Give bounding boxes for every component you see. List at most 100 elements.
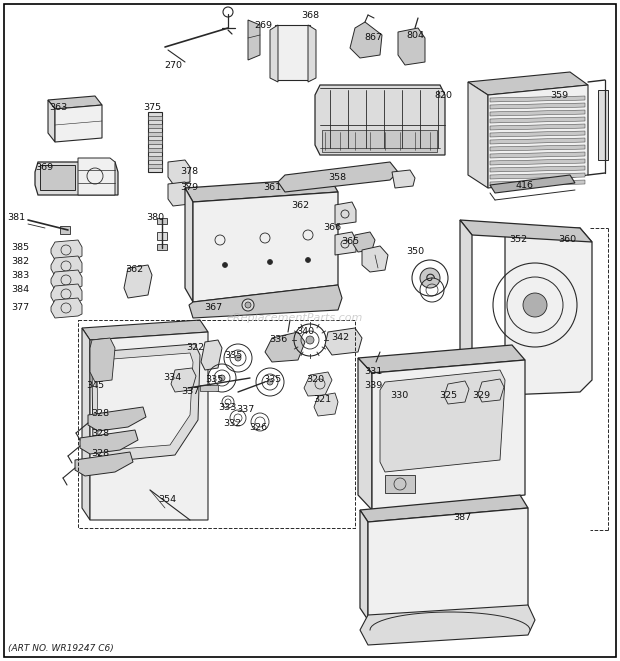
Polygon shape	[315, 85, 445, 155]
Bar	[385, 475, 415, 493]
Polygon shape	[168, 160, 190, 184]
Polygon shape	[304, 372, 332, 396]
Polygon shape	[372, 360, 525, 510]
Text: 336: 336	[269, 336, 287, 344]
Circle shape	[373, 385, 387, 399]
Polygon shape	[275, 25, 310, 80]
Text: 335: 335	[263, 375, 281, 385]
Polygon shape	[490, 96, 585, 102]
Text: 352: 352	[509, 235, 527, 245]
Polygon shape	[265, 332, 305, 362]
Polygon shape	[360, 495, 528, 522]
Polygon shape	[88, 407, 146, 431]
Polygon shape	[392, 170, 415, 188]
Polygon shape	[460, 220, 472, 375]
Polygon shape	[82, 320, 208, 340]
Text: 375: 375	[143, 102, 161, 112]
Polygon shape	[201, 340, 222, 370]
Polygon shape	[460, 220, 592, 242]
Text: 270: 270	[164, 61, 182, 69]
Text: 416: 416	[516, 180, 534, 190]
Polygon shape	[185, 178, 338, 202]
Polygon shape	[78, 158, 115, 195]
Polygon shape	[185, 188, 193, 302]
Text: 387: 387	[453, 514, 471, 522]
Bar	[157, 244, 167, 250]
Polygon shape	[360, 605, 535, 645]
Bar	[157, 232, 167, 240]
Text: 820: 820	[434, 91, 452, 100]
Bar	[148, 132, 162, 136]
Text: 354: 354	[158, 496, 176, 504]
Text: 335: 335	[224, 350, 242, 360]
Polygon shape	[505, 228, 592, 395]
Polygon shape	[80, 430, 138, 454]
Text: 345: 345	[86, 381, 104, 389]
Polygon shape	[490, 124, 585, 130]
Text: 363: 363	[49, 104, 67, 112]
Polygon shape	[90, 332, 208, 520]
Bar	[148, 156, 162, 160]
Text: 329: 329	[472, 391, 490, 401]
Polygon shape	[189, 285, 342, 318]
Polygon shape	[335, 232, 356, 255]
Text: 361: 361	[263, 184, 281, 192]
Text: 804: 804	[406, 30, 424, 40]
Text: 328: 328	[91, 408, 109, 418]
Text: 365: 365	[341, 237, 359, 247]
Text: 321: 321	[313, 395, 331, 405]
Polygon shape	[468, 82, 488, 188]
Bar	[148, 116, 162, 120]
Polygon shape	[368, 508, 528, 620]
Text: (ART NO. WR19247 C6): (ART NO. WR19247 C6)	[8, 644, 113, 652]
Text: 332: 332	[223, 418, 241, 428]
Text: 340: 340	[296, 327, 314, 336]
Text: 328: 328	[91, 428, 109, 438]
Polygon shape	[398, 28, 425, 65]
Text: eReplacementParts.com: eReplacementParts.com	[227, 313, 363, 323]
Polygon shape	[278, 162, 398, 192]
Circle shape	[267, 379, 273, 385]
Polygon shape	[92, 344, 200, 462]
Text: 381: 381	[7, 214, 25, 223]
Text: 362: 362	[125, 266, 143, 274]
Circle shape	[223, 262, 228, 268]
Polygon shape	[51, 240, 82, 260]
Text: 379: 379	[180, 184, 198, 192]
Bar	[157, 218, 167, 224]
Text: 322: 322	[186, 342, 204, 352]
Text: 330: 330	[390, 391, 408, 401]
Circle shape	[219, 375, 225, 381]
Text: 360: 360	[558, 235, 576, 245]
Polygon shape	[314, 393, 338, 416]
Polygon shape	[490, 103, 585, 109]
Polygon shape	[394, 385, 419, 410]
Polygon shape	[490, 138, 585, 144]
Polygon shape	[358, 345, 525, 373]
Text: 380: 380	[146, 214, 164, 223]
Polygon shape	[124, 265, 152, 298]
Bar	[148, 164, 162, 168]
Text: 378: 378	[180, 167, 198, 176]
Text: 269: 269	[254, 20, 272, 30]
Circle shape	[376, 388, 384, 396]
Polygon shape	[490, 166, 585, 172]
Bar	[322, 130, 437, 152]
Circle shape	[523, 293, 547, 317]
Bar	[148, 140, 162, 144]
Polygon shape	[51, 298, 82, 318]
Bar	[60, 226, 70, 234]
Circle shape	[245, 302, 251, 308]
Polygon shape	[51, 270, 82, 290]
Polygon shape	[270, 25, 278, 82]
Polygon shape	[248, 20, 260, 60]
Polygon shape	[51, 284, 82, 304]
Text: 382: 382	[11, 258, 29, 266]
Polygon shape	[363, 362, 390, 387]
Polygon shape	[97, 353, 193, 450]
Polygon shape	[75, 452, 133, 476]
Polygon shape	[490, 159, 585, 165]
Polygon shape	[350, 22, 382, 58]
Circle shape	[242, 299, 254, 311]
Polygon shape	[325, 328, 362, 355]
